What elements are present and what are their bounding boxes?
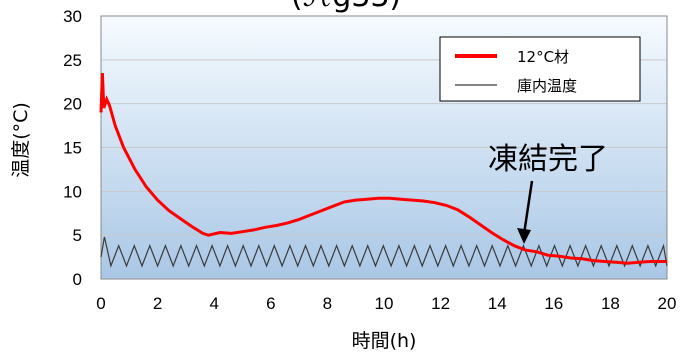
- y-ticks: 0 5 10 15 20 25 30: [63, 7, 82, 289]
- x-tick-label: 16: [544, 294, 563, 313]
- x-tick-label: 4: [209, 294, 218, 313]
- x-tick-label: 10: [375, 294, 394, 313]
- legend: 12°C材 庫内温度: [439, 36, 641, 102]
- y-tick-label: 0: [73, 270, 82, 289]
- x-tick-label: 18: [601, 294, 620, 313]
- plot-border: [100, 15, 668, 280]
- x-tick-label: 14: [488, 294, 507, 313]
- annotation-arrow: [522, 180, 534, 235]
- y-axis-label: 温度(°C): [10, 102, 32, 178]
- annotation-freeze-complete: 凍結完了: [488, 142, 608, 177]
- y-tick-label: 25: [63, 51, 82, 70]
- annotation-arrowhead: [517, 228, 531, 244]
- y-tick-label: 15: [63, 139, 82, 158]
- x-tick-label: 8: [323, 294, 332, 313]
- y-tick-label: 10: [63, 182, 82, 201]
- x-tick-label: 2: [153, 294, 162, 313]
- legend-label-12c: 12°C材: [517, 48, 569, 66]
- x-tick-label: 12: [431, 294, 450, 313]
- chart-title-fragment: (ℋg33): [291, 0, 401, 14]
- x-tick-label: 0: [96, 294, 105, 313]
- x-tick-label: 6: [266, 294, 275, 313]
- x-tick-label: 20: [658, 294, 677, 313]
- legend-label-ambient: 庫内温度: [517, 77, 577, 95]
- x-axis-label: 時間(h): [352, 330, 417, 352]
- series-line-12c: [99, 72, 667, 265]
- y-tick-label: 20: [63, 95, 82, 114]
- y-tick-label: 30: [63, 7, 82, 26]
- x-ticks: 0 2 4 6 8 10 12 14 16 18 20: [96, 294, 676, 313]
- legend-box: [439, 36, 641, 102]
- y-tick-label: 5: [73, 226, 82, 245]
